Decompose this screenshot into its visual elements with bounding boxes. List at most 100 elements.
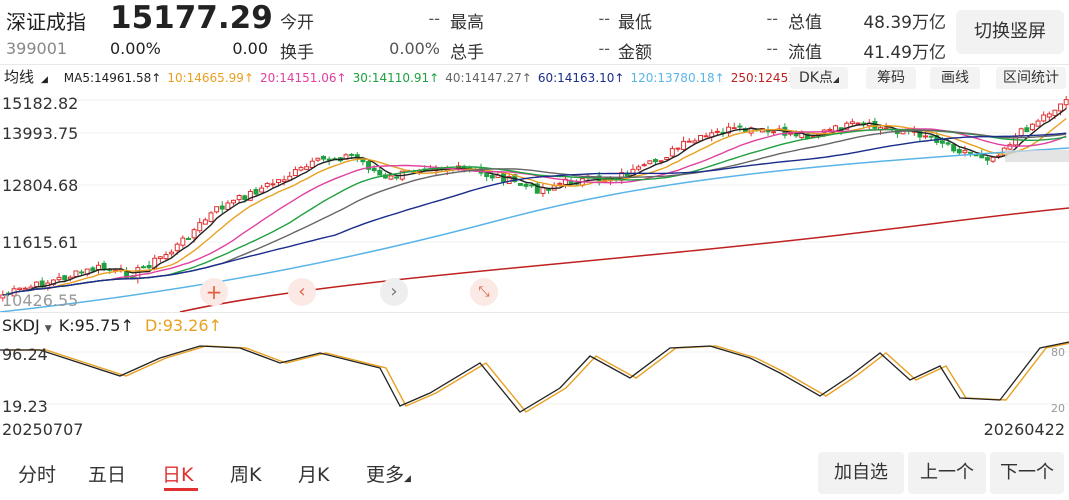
index-code: 399001 — [6, 39, 68, 58]
switch-portrait-button[interactable]: 切换竖屏 — [956, 10, 1064, 54]
volume-value: -- — [598, 39, 610, 58]
kdj-legend: SKDJ ▼ K:95.75↑ D:93.26↑ — [2, 316, 222, 335]
candle-body — [652, 159, 658, 163]
candle-body — [17, 287, 23, 290]
ma-legend-item: 20:14151.06↑ — [259, 71, 347, 85]
candle-body — [349, 153, 355, 156]
candle-body — [377, 169, 383, 176]
candle-body — [298, 167, 304, 171]
collapse-arrows-icon[interactable]: ⤡ — [470, 278, 498, 306]
candle-body — [34, 281, 40, 288]
kdj-chart[interactable] — [0, 338, 1069, 418]
candle-body — [276, 179, 281, 184]
candle-body — [62, 275, 68, 281]
dk-point-label: DK点 — [798, 70, 833, 86]
candle-body — [692, 140, 698, 144]
candle-body — [844, 122, 850, 130]
high-label: 最高 — [450, 13, 484, 33]
tab-daily-k[interactable]: 日K — [162, 464, 194, 486]
candle-body — [951, 144, 957, 152]
candle-body — [219, 205, 225, 210]
candle-body — [79, 271, 85, 274]
tab-monthly-k[interactable]: 月K — [298, 464, 330, 486]
candle-body — [292, 169, 298, 177]
candle-body — [371, 167, 377, 172]
candle-body — [703, 135, 709, 138]
candle-body — [939, 140, 945, 144]
candle-body — [557, 182, 563, 185]
price-axis-label-1: 15182.82 — [2, 94, 79, 113]
turnover-value: 0.00% — [389, 39, 440, 58]
candle-body — [664, 157, 670, 160]
candle-body — [146, 265, 152, 269]
ma-line — [2, 128, 1067, 296]
candle-body — [517, 182, 523, 186]
candle-body — [945, 142, 951, 145]
draw-line-button[interactable]: 画线 — [930, 67, 980, 89]
candle-body — [1007, 144, 1013, 150]
candle-body — [523, 183, 529, 187]
chevron-left-icon[interactable]: ‹ — [288, 278, 316, 306]
ma-mode-label: 均线 — [4, 68, 35, 86]
crosshair-plus-icon[interactable]: + — [200, 278, 228, 306]
candle-body — [236, 195, 242, 201]
candle-body — [231, 199, 236, 204]
tab-more[interactable]: 更多◢ — [366, 460, 411, 487]
candle-body — [90, 267, 96, 272]
dk-point-button[interactable]: DK点◢ — [790, 67, 848, 89]
candle-body — [247, 191, 253, 201]
candle-body — [321, 155, 326, 160]
add-watchlist-button[interactable]: 加自选 — [818, 452, 904, 494]
candle-body — [366, 161, 371, 170]
active-tab-indicator — [164, 488, 198, 491]
candle-body — [1024, 127, 1030, 133]
volume-label: 总手 — [450, 43, 484, 63]
tab-more-label: 更多 — [366, 464, 405, 486]
chip-distribution-button[interactable]: 筹码 — [866, 67, 916, 89]
candle-body — [968, 151, 974, 154]
candle-body — [529, 184, 535, 187]
dropdown-triangle-icon: ◢ — [41, 75, 48, 85]
index-price: 15177.29 — [110, 0, 273, 36]
header-divider — [0, 64, 1069, 65]
candle-body — [95, 264, 101, 270]
high-value: -- — [598, 9, 610, 28]
candle-body — [489, 174, 495, 179]
open-label: 今开 — [280, 13, 314, 33]
tab-intraday[interactable]: 分时 — [18, 464, 57, 486]
kdj-right-axis-20: 20 — [1051, 402, 1065, 415]
candle-body — [501, 173, 507, 183]
ma-mode-select[interactable]: 均线 ◢ — [4, 68, 54, 86]
candle-body — [641, 164, 647, 167]
next-button[interactable]: 下一个 — [990, 452, 1064, 494]
candle-body — [225, 202, 231, 210]
range-stats-button[interactable]: 区间统计 — [996, 67, 1066, 89]
candle-body — [1029, 123, 1035, 131]
candle-body — [163, 254, 169, 260]
candle-body — [647, 160, 653, 165]
candle-body — [1041, 114, 1047, 122]
tab-five-day[interactable]: 五日 — [88, 464, 127, 486]
kdj-axis-low: 19.23 — [2, 397, 48, 416]
kdj-indicator-select[interactable]: SKDJ ▼ — [2, 316, 52, 335]
turnover-label: 换手 — [280, 43, 314, 63]
candle-body — [208, 212, 214, 222]
candle-body — [923, 135, 928, 138]
candle-body — [956, 149, 962, 154]
price-axis-label-5: 10426.55 — [2, 291, 79, 310]
candle-body — [259, 187, 265, 193]
candle-body — [771, 131, 777, 134]
candle-body — [73, 270, 79, 278]
ma-legend-item: 40:14147.27↑ — [445, 71, 532, 85]
previous-button[interactable]: 上一个 — [908, 452, 986, 494]
candle-body — [1063, 99, 1069, 106]
candle-body — [394, 176, 400, 179]
candle-body — [883, 127, 889, 130]
dropdown-triangle-icon: ◢ — [404, 474, 411, 484]
float-value-label: 流值 — [788, 43, 822, 63]
candlestick-chart[interactable] — [0, 90, 1069, 312]
tab-weekly-k[interactable]: 周K — [230, 464, 262, 486]
candle-body — [714, 130, 720, 133]
chevron-right-icon[interactable]: › — [380, 278, 408, 306]
kdj-k-value: K:95.75↑ — [58, 316, 134, 335]
